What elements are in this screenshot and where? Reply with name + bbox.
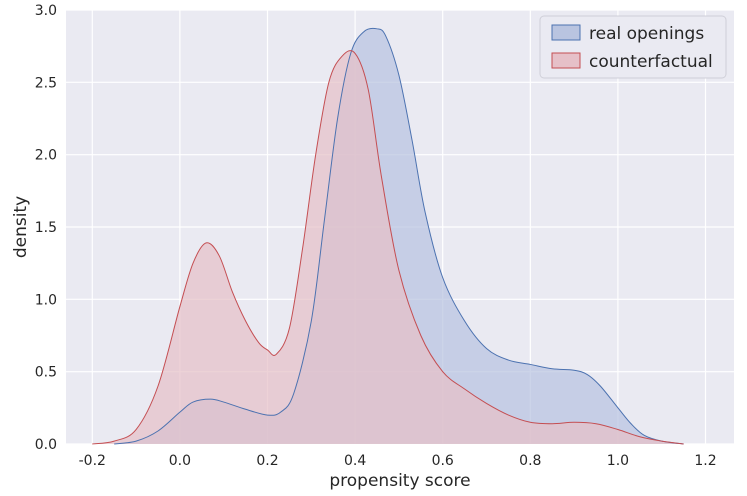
y-axis-label: density xyxy=(11,196,31,258)
series-line-counterfactual xyxy=(92,50,684,445)
y-tick-label: 3.0 xyxy=(35,3,57,19)
y-tick-label: 2.0 xyxy=(35,148,57,164)
legend-label-real-openings: real openings xyxy=(589,24,704,44)
series-line-real-openings xyxy=(114,27,684,445)
y-tick-label: 1.0 xyxy=(35,292,57,308)
legend-label-counterfactual: counterfactual xyxy=(589,52,713,72)
x-tick-label: 0.4 xyxy=(344,453,366,469)
y-tick-labels: 0.0 0.5 1.0 1.5 2.0 2.5 3.0 xyxy=(35,3,57,453)
x-tick-labels: -0.2 0.0 0.2 0.4 0.6 0.8 1.0 1.2 xyxy=(79,453,717,469)
x-tick-label: 0.8 xyxy=(519,453,541,469)
legend: real openings counterfactual xyxy=(539,15,727,79)
series-area-real-openings xyxy=(114,28,684,444)
x-tick-label: 0.6 xyxy=(432,453,454,469)
x-tick-label: 1.2 xyxy=(694,453,716,469)
y-tick-label: 1.5 xyxy=(35,220,57,236)
x-tick-label: 0.2 xyxy=(256,453,278,469)
y-tick-label: 2.5 xyxy=(35,75,57,91)
x-tick-label: 1.0 xyxy=(607,453,629,469)
legend-frame xyxy=(539,15,727,79)
y-tick-label: 0.0 xyxy=(35,437,57,453)
x-axis-label: propensity score xyxy=(329,471,470,491)
y-tick-label: 0.5 xyxy=(35,365,57,381)
legend-swatch-real-openings xyxy=(551,24,581,41)
series-area-counterfactual xyxy=(92,50,684,445)
x-tick-label: -0.2 xyxy=(79,453,106,469)
x-tick-label: 0.0 xyxy=(169,453,191,469)
legend-swatch-counterfactual xyxy=(551,52,581,69)
series-group xyxy=(92,27,684,445)
